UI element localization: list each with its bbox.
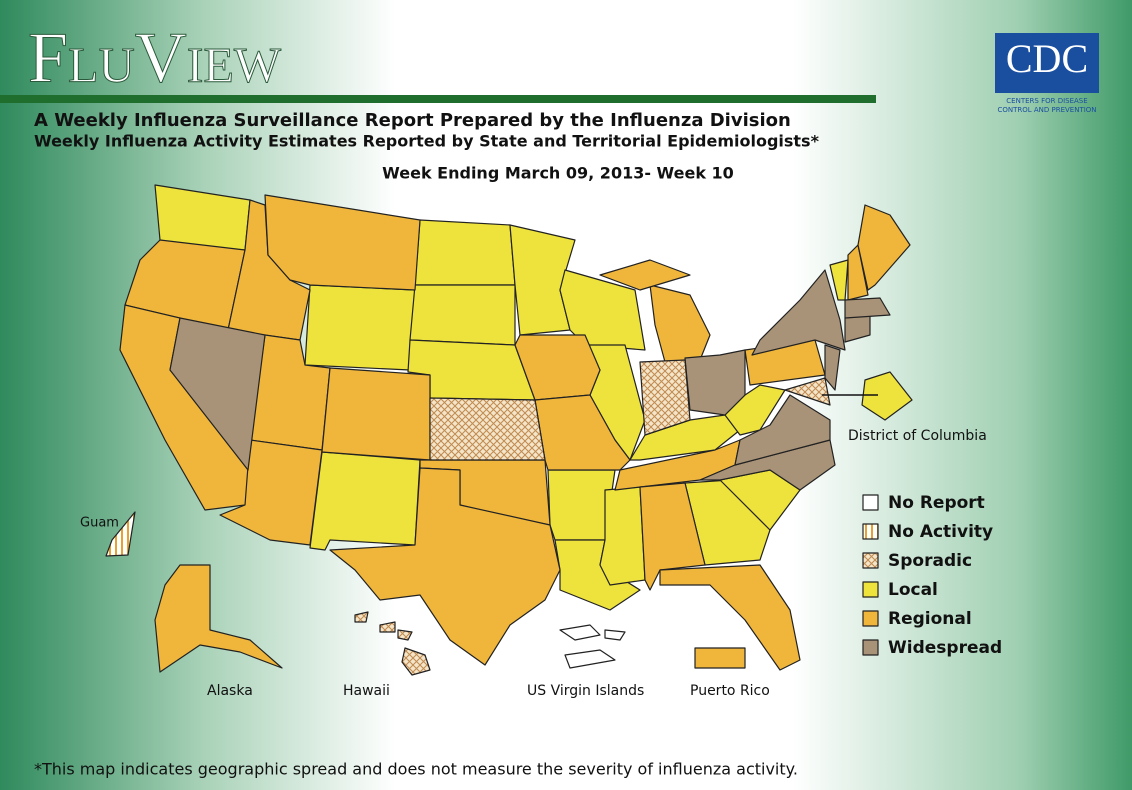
- region-shape: [599, 486, 646, 586]
- region-shape: [847, 244, 869, 301]
- region-shape: [154, 564, 283, 673]
- map-label: Guam: [80, 516, 119, 531]
- legend-swatch: [862, 552, 879, 569]
- week-label: Week Ending March 09, 2013- Week 10: [382, 164, 734, 183]
- region-shape: [169, 317, 266, 471]
- region-shape: [694, 647, 746, 669]
- legend-label: Regional: [888, 609, 972, 629]
- legend-swatch: [862, 639, 879, 656]
- region-shape: [309, 451, 421, 551]
- region-shape: [264, 194, 421, 291]
- region-shape: [379, 621, 396, 633]
- legend-swatch: [862, 494, 879, 511]
- region-shape: [599, 259, 691, 291]
- region-shape: [304, 284, 416, 371]
- region-shape: [824, 344, 841, 391]
- region-shape: [321, 367, 431, 461]
- states: [105, 184, 913, 676]
- map-label: Alaska: [207, 683, 253, 699]
- subtitle: A Weekly Influenza Surveillance Report P…: [34, 110, 791, 131]
- legend-swatch: [862, 523, 879, 540]
- title: FluView: [28, 18, 282, 98]
- region-shape: [604, 629, 626, 641]
- legend-swatch: [862, 581, 879, 598]
- region-shape: [401, 647, 431, 676]
- region-shape: [354, 611, 369, 623]
- logo-box: [995, 33, 1099, 93]
- map-label: Hawaii: [343, 683, 390, 699]
- logo-line: Centers for Disease: [1006, 97, 1087, 105]
- region-shape: [861, 371, 913, 421]
- region-shape: [639, 359, 691, 436]
- legend-label: No Report: [888, 493, 985, 513]
- region-shape: [844, 297, 891, 319]
- subtitle: Weekly Influenza Activity Estimates Repo…: [34, 132, 820, 151]
- region-shape: [564, 649, 616, 669]
- region-shape: [659, 564, 801, 671]
- region-shape: [409, 284, 516, 346]
- region-shape: [397, 629, 413, 641]
- region-shape: [684, 349, 746, 416]
- legend-label: Local: [888, 580, 938, 600]
- region-shape: [414, 219, 516, 286]
- region-shape: [105, 511, 136, 557]
- region-shape: [751, 269, 846, 356]
- map-label: Puerto Rico: [690, 683, 770, 699]
- map-label: US Virgin Islands: [527, 683, 644, 699]
- legend-label: No Activity: [888, 522, 993, 542]
- region-shape: [857, 204, 911, 291]
- legend-label: Widespread: [888, 638, 1002, 658]
- cdc-logo: CDC Centers for Disease Control and Prev…: [995, 33, 1099, 114]
- region-shape: [534, 394, 631, 471]
- region-shape: [329, 467, 561, 666]
- legend: No Report No Activity Sporadic Local Regiona…: [862, 493, 1002, 658]
- legend-swatch: [862, 610, 879, 627]
- map-label: District of Columbia: [848, 428, 987, 444]
- footnote: *This map indicates geographic spread an…: [34, 760, 798, 779]
- region-shape: [559, 624, 601, 641]
- logo-text: CDC: [1006, 36, 1088, 81]
- region-shape: [784, 377, 831, 406]
- logo-line: Control and Prevention: [997, 106, 1096, 114]
- legend-label: Sporadic: [888, 551, 972, 571]
- region-shape: [734, 394, 831, 466]
- title-bar: [0, 95, 876, 103]
- region-shape: [429, 397, 546, 461]
